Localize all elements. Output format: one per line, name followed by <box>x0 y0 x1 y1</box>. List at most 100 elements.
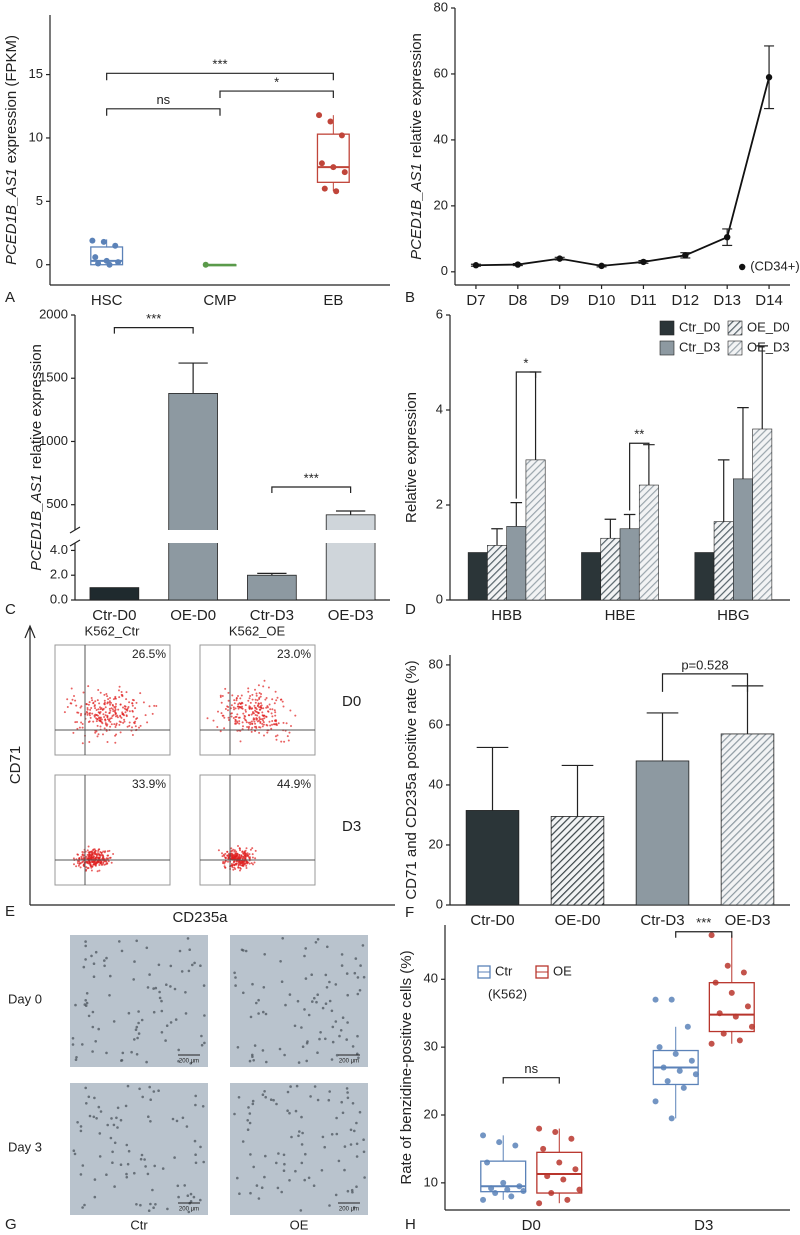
flow-dot <box>251 693 254 696</box>
flow-dot <box>128 724 131 727</box>
cell <box>335 1132 339 1136</box>
row-label: D0 <box>342 693 361 710</box>
point <box>744 1003 751 1010</box>
flow-dot <box>221 852 223 855</box>
flow-dot <box>86 849 89 852</box>
flow-dot <box>82 856 85 859</box>
point <box>316 112 323 119</box>
flow-dot <box>224 687 227 690</box>
point <box>548 1190 555 1197</box>
flow-dot <box>261 725 264 728</box>
flow-dot <box>275 738 278 741</box>
flow-dot <box>66 698 69 701</box>
flow-dot <box>227 706 230 708</box>
y-tick-label: 2000 <box>39 306 68 321</box>
cell <box>261 1049 265 1052</box>
flow-dot <box>89 853 92 856</box>
flow-dot <box>94 857 97 859</box>
flow-dot <box>102 850 105 853</box>
flow-dot <box>76 727 79 730</box>
flow-dot <box>124 711 127 714</box>
cell <box>187 969 191 973</box>
cell <box>345 1087 349 1090</box>
significance-bracket <box>629 442 650 511</box>
cell <box>88 1114 92 1118</box>
cell <box>139 1203 142 1207</box>
cell <box>297 1061 301 1064</box>
cell <box>334 983 338 986</box>
cell <box>203 1014 206 1017</box>
cell <box>200 1034 203 1038</box>
cell <box>327 1098 331 1102</box>
cell <box>300 1026 303 1029</box>
flow-dot <box>258 702 260 705</box>
flow-dot <box>109 720 112 723</box>
flow-dot <box>247 699 250 702</box>
flow-dot <box>248 853 251 856</box>
x-tick-label: Ctr-D3 <box>250 607 294 624</box>
flow-dot <box>219 730 222 733</box>
flow-dot <box>85 710 88 713</box>
flow-dot <box>230 863 233 865</box>
flow-dot <box>230 715 233 718</box>
cell <box>146 986 150 989</box>
flow-dot <box>97 850 100 852</box>
flow-dot <box>81 861 83 864</box>
significance-label: *** <box>146 311 161 326</box>
flow-dot <box>87 685 90 688</box>
flow-dot <box>98 869 101 872</box>
flow-dot <box>226 854 229 857</box>
y-label-gene: PCED1B_AS1 <box>3 168 20 265</box>
cell <box>361 944 365 947</box>
cell <box>130 1050 133 1054</box>
flow-dot <box>276 734 279 737</box>
significance-bracket <box>271 486 352 493</box>
flow-dot <box>276 696 279 699</box>
cell <box>248 1121 252 1125</box>
flow-dot <box>244 856 247 859</box>
cell <box>330 1058 334 1061</box>
flow-dot <box>234 720 237 723</box>
flow-dot <box>119 731 122 734</box>
point <box>736 1037 743 1044</box>
cell <box>257 998 260 1002</box>
flow-dot <box>247 854 250 857</box>
error-bar <box>756 345 769 429</box>
flow-dot <box>89 716 92 719</box>
cell <box>280 980 284 983</box>
cell <box>238 1192 241 1195</box>
flow-dot <box>151 712 154 715</box>
cell <box>316 993 320 996</box>
flow-dot <box>126 725 129 728</box>
flow-dot <box>74 721 77 724</box>
flow-dot <box>282 721 285 724</box>
cell <box>108 994 111 997</box>
cell <box>288 993 292 996</box>
y-axis-label: PCED1B_AS1 expression (FPKM) <box>3 35 20 265</box>
flow-dot <box>104 714 107 717</box>
cell <box>177 1195 180 1199</box>
flow-dot <box>283 740 286 743</box>
cell <box>193 1139 197 1143</box>
cell <box>257 1197 261 1200</box>
cell <box>346 993 350 997</box>
flow-dot <box>81 726 84 729</box>
error-bar <box>731 685 764 734</box>
flow-dot <box>110 861 113 864</box>
legend-swatch <box>727 340 743 356</box>
flow-dot <box>115 703 117 705</box>
cell <box>152 987 155 990</box>
point <box>500 1179 507 1186</box>
cell <box>81 1164 85 1167</box>
cell <box>324 973 328 977</box>
cell <box>279 960 282 963</box>
cell <box>173 1156 176 1159</box>
flow-dot <box>113 706 116 708</box>
cell <box>293 1024 297 1028</box>
cell <box>202 984 206 987</box>
flow-dot <box>235 862 238 865</box>
flow-dot <box>128 721 131 724</box>
flow-dot <box>95 720 98 723</box>
flow-dot <box>279 698 282 701</box>
